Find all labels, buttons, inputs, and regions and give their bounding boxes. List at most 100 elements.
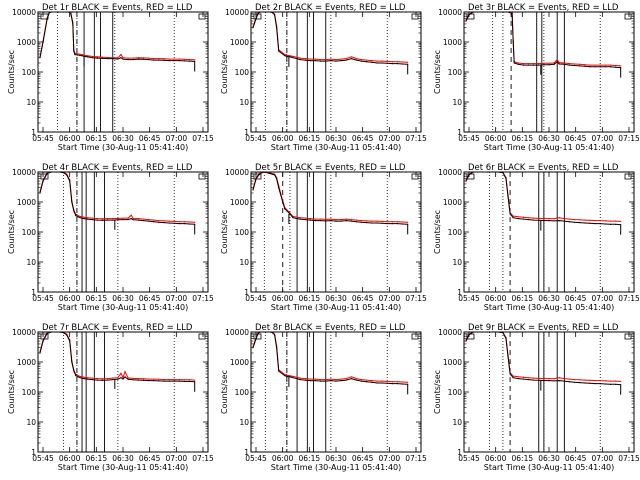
data-point-events: [492, 332, 494, 333]
data-point-events: [527, 218, 530, 221]
data-point-lld: [86, 377, 88, 379]
legend-box: [40, 173, 49, 180]
data-point-events: [183, 380, 186, 383]
data-point-events: [468, 334, 470, 336]
data-point-lld: [563, 217, 565, 220]
data-point-events: [340, 59, 342, 62]
data-point-events: [574, 221, 576, 223]
data-point-lld: [183, 379, 186, 381]
data-point-lld: [173, 58, 175, 60]
data-point-events: [278, 187, 280, 189]
data-point-lld: [609, 64, 612, 66]
x-axis-label: Start Time (30-Aug-11 05:41:40): [484, 143, 615, 152]
data-point-events: [465, 340, 467, 342]
data-point-events: [533, 64, 535, 66]
panel-5: Det 5r BLACK = Events, RED = LLD 1 10 100 10…: [220, 163, 427, 312]
data-point-events: [543, 64, 545, 66]
x-tick-label: 07:15: [192, 134, 214, 143]
data-point-events: [183, 223, 186, 225]
data-point-events: [168, 59, 170, 62]
x-axis-label: Start Time (30-Aug-11 05:41:40): [271, 143, 402, 152]
series-line-events: [465, 172, 621, 226]
y-axis-label: Counts/sec: [220, 370, 229, 414]
data-point-lld: [609, 220, 612, 222]
data-point-lld: [553, 218, 555, 220]
x-tick-label: 06:30: [325, 454, 347, 463]
data-point-events: [68, 12, 70, 13]
series-line-events: [465, 332, 621, 386]
data-point-lld: [527, 63, 530, 65]
series-line-lld: [465, 332, 621, 382]
data-point-lld: [309, 58, 311, 60]
panel-title: Det 3r BLACK = Events, RED = LLD: [468, 3, 619, 13]
x-tick-label: 06:15: [512, 454, 534, 463]
data-point-events: [142, 219, 145, 222]
x-tick-label: 06:30: [538, 134, 560, 143]
data-point-events: [299, 378, 301, 381]
data-point-events: [599, 383, 601, 385]
data-point-events: [148, 58, 150, 61]
data-point-events: [558, 379, 560, 382]
series-line-events: [252, 12, 408, 65]
data-point-lld: [148, 378, 150, 380]
data-point-events: [127, 218, 129, 221]
y-tick-label: 10: [26, 418, 36, 427]
data-point-events: [371, 222, 373, 224]
data-point-lld: [538, 217, 540, 219]
data-point-lld: [340, 378, 342, 380]
data-point-events: [522, 64, 524, 66]
data-point-lld: [194, 379, 196, 381]
data-point-events: [335, 220, 337, 222]
y-tick-label: 10: [239, 418, 249, 427]
data-point-lld: [304, 217, 306, 219]
data-point-events: [86, 378, 88, 380]
data-point-events: [286, 55, 288, 58]
data-point-lld: [188, 58, 191, 61]
data-point-lld: [371, 220, 373, 222]
data-point-events: [468, 174, 470, 176]
data-point-lld: [142, 57, 145, 59]
data-point-lld: [86, 217, 88, 219]
data-point-events: [168, 380, 170, 382]
data-point-lld: [340, 58, 342, 60]
data-point-lld: [391, 221, 393, 223]
x-tick-label: 06:45: [565, 134, 587, 143]
x-tick-label: 07:15: [618, 294, 640, 303]
data-point-lld: [314, 378, 317, 380]
y-tick-label: 10: [26, 98, 36, 107]
data-point-lld: [81, 54, 83, 56]
data-point-events: [153, 379, 155, 382]
x-tick-label: 06:15: [512, 294, 534, 303]
data-point-events: [376, 62, 378, 64]
data-point-lld: [594, 64, 596, 66]
data-point-events: [117, 219, 119, 221]
panel-title: Det 2r BLACK = Events, RED = LLD: [255, 3, 406, 13]
data-point-lld: [361, 219, 363, 222]
panel-title: Det 6r BLACK = Events, RED = LLD: [468, 163, 619, 173]
x-tick-label: 06:30: [325, 294, 347, 303]
data-point-events: [386, 382, 388, 384]
data-point-events: [39, 192, 41, 194]
data-point-events: [527, 378, 530, 381]
plot-area: [252, 12, 409, 132]
legend-box: [624, 333, 632, 340]
data-point-events: [330, 219, 332, 222]
plot-area: [252, 172, 409, 292]
data-point-events: [396, 63, 399, 65]
series-line-lld: [252, 12, 408, 63]
data-point-lld: [127, 217, 129, 219]
data-point-lld: [96, 217, 98, 220]
data-point-lld: [153, 219, 155, 221]
x-tick-label: 07:15: [405, 294, 427, 303]
data-point-events: [486, 332, 489, 333]
data-point-events: [132, 379, 134, 381]
y-tick-label: 1000: [17, 198, 36, 207]
y-tick-label: 1000: [230, 198, 249, 207]
data-point-lld: [168, 220, 170, 222]
y-tick-label: 100: [235, 228, 250, 237]
data-point-events: [96, 219, 98, 221]
y-axis-label: Counts/sec: [7, 50, 16, 94]
x-tick-label: 06:15: [512, 134, 534, 143]
data-point-events: [137, 379, 139, 381]
data-point-events: [265, 332, 267, 333]
